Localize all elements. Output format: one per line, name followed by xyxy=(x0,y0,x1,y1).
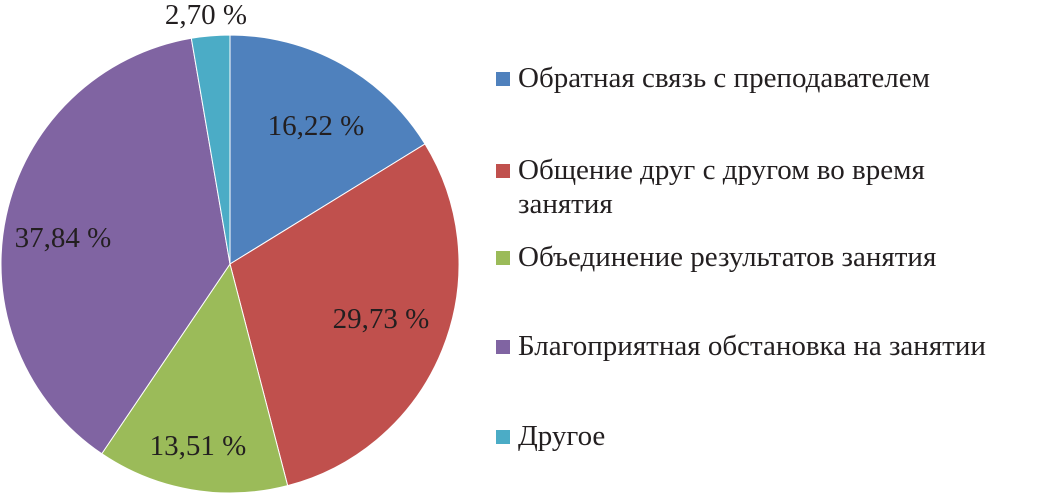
legend-swatch-communication xyxy=(496,164,510,178)
legend-swatch-atmosphere xyxy=(496,340,510,354)
legend-item-other: Другое xyxy=(496,419,1048,453)
legend-swatch-other xyxy=(496,430,510,444)
legend-label-other: Другое xyxy=(518,420,606,452)
data-label-results: 13,51 % xyxy=(150,430,247,462)
legend-label-communication: Общение друг с другом во время занятия xyxy=(518,154,925,220)
legend-item-atmosphere: Благоприятная обстановка на занятии xyxy=(496,329,1048,363)
legend-label-atmosphere: Благоприятная обстановка на занятии xyxy=(518,330,986,362)
pie-data-labels: 16,22 % 29,73 % 13,51 % 37,84 % 2,70 % xyxy=(15,0,430,462)
data-label-other: 2,70 % xyxy=(165,0,247,31)
legend-label-feedback: Обратная связь с преподавателем xyxy=(518,62,930,94)
data-label-communication: 29,73 % xyxy=(333,303,430,335)
legend: Обратная связь с преподавателем Общение … xyxy=(496,0,1056,494)
pie-slices xyxy=(0,34,460,494)
pie-slice-results xyxy=(101,262,289,494)
pie-slice-other xyxy=(190,34,231,265)
data-label-atmosphere: 37,84 % xyxy=(15,222,112,254)
legend-item-communication: Общение друг с другом во время занятия xyxy=(496,153,998,221)
legend-item-results: Объединение результатов занятия xyxy=(496,240,1048,274)
legend-swatch-feedback xyxy=(496,72,510,86)
pie-slice-communication xyxy=(229,143,460,487)
legend-item-feedback: Обратная связь с преподавателем xyxy=(496,61,1048,95)
data-label-feedback: 16,22 % xyxy=(268,110,365,142)
legend-label-results: Объединение результатов занятия xyxy=(518,241,937,273)
pie-slice-atmosphere xyxy=(0,37,231,455)
pie-slice-feedback xyxy=(229,34,426,265)
legend-swatch-results xyxy=(496,251,510,265)
